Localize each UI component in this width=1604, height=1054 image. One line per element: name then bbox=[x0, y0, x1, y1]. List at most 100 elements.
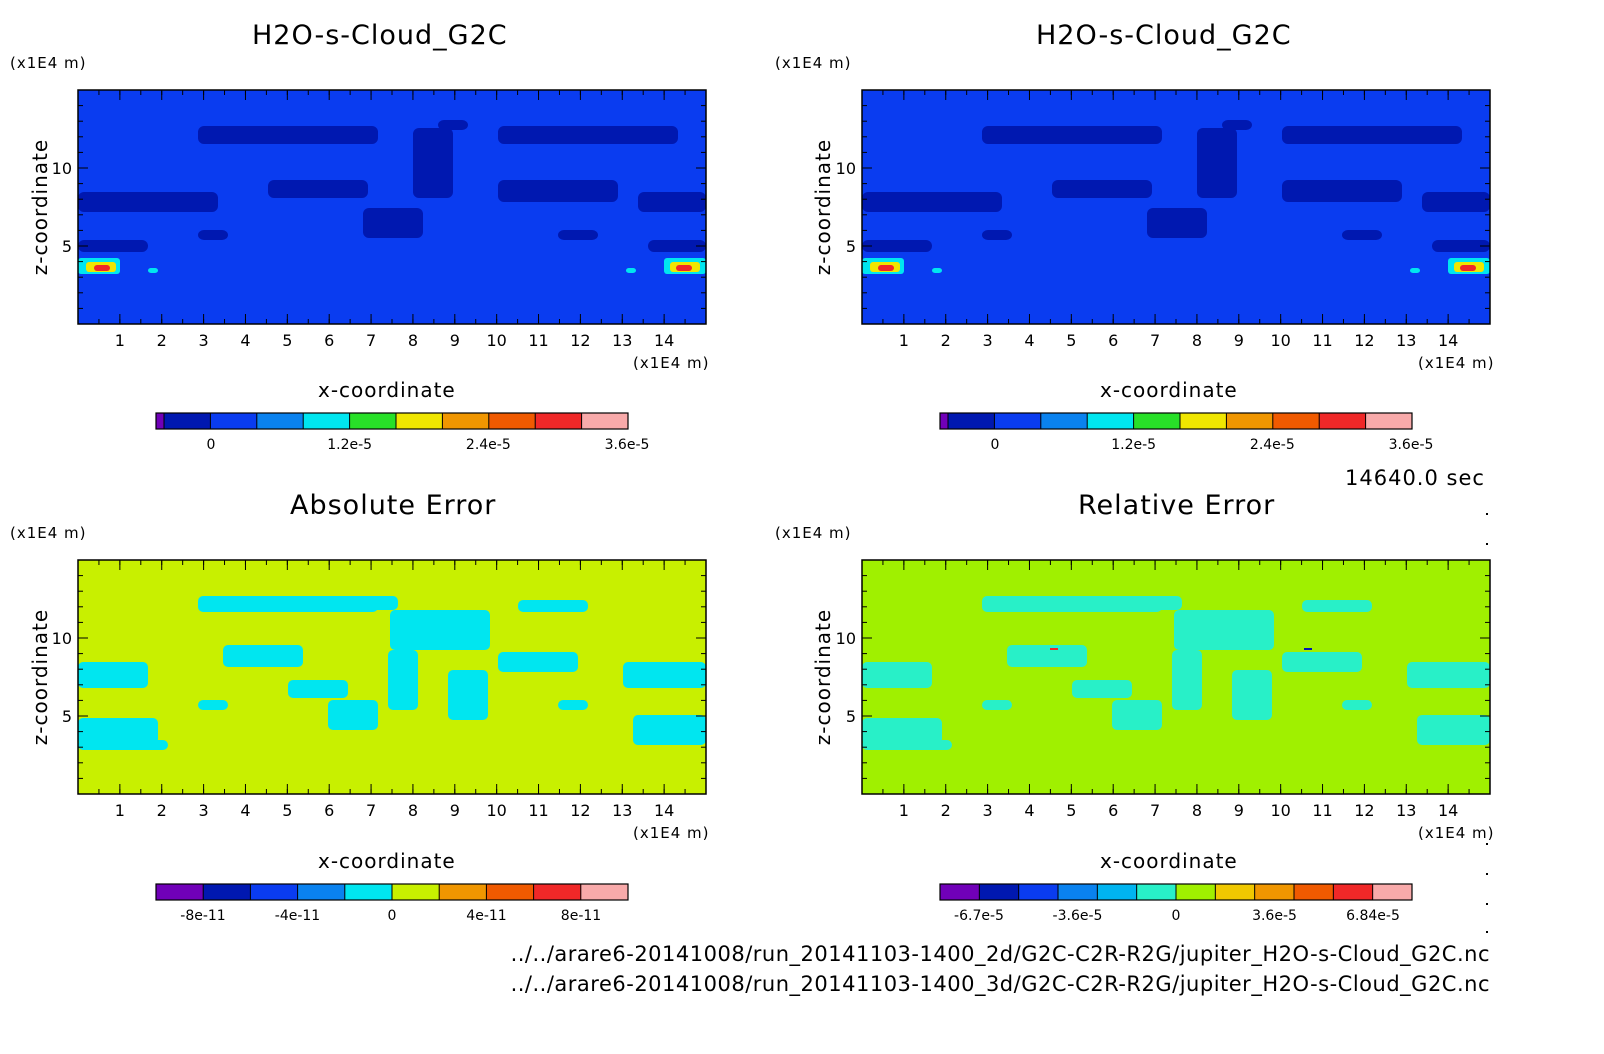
x-tick-label: 6 bbox=[324, 331, 334, 350]
colorbar-label: 4e-11 bbox=[466, 908, 506, 924]
x-tick-label: 4 bbox=[1024, 331, 1034, 350]
contour-region bbox=[413, 128, 453, 198]
contour-region bbox=[328, 700, 378, 730]
x-tick-label: 2 bbox=[941, 331, 951, 350]
margin-dot bbox=[1486, 903, 1488, 905]
colorbar-swatch bbox=[210, 413, 257, 429]
colorbar-swatch bbox=[1087, 413, 1134, 429]
x-tick-label: 1 bbox=[899, 801, 909, 820]
x-tick-label: 10 bbox=[486, 331, 506, 350]
contour-region bbox=[862, 740, 952, 750]
panel1-title: H2O-s-Cloud_G2C bbox=[252, 20, 508, 51]
margin-dot bbox=[1486, 931, 1488, 933]
contour-region bbox=[1147, 208, 1207, 238]
colorbar-swatch bbox=[1180, 413, 1227, 429]
colorbar-swatch bbox=[156, 413, 164, 429]
x-tick-label: 7 bbox=[366, 801, 376, 820]
colorbar-label: -4e-11 bbox=[275, 908, 320, 924]
contour-region bbox=[1007, 645, 1087, 667]
panel4-colorbar: -6.7e-5 -3.6e-5 0 3.6e-5 6.84e-5 bbox=[939, 883, 1413, 924]
contour-region bbox=[78, 192, 218, 212]
contour-region bbox=[78, 240, 148, 252]
colorbar-swatch bbox=[1097, 884, 1137, 900]
panel2-y-unit: (x1E4 m) bbox=[775, 54, 852, 72]
contour-region bbox=[198, 126, 378, 144]
contour-region bbox=[1050, 648, 1058, 650]
panel3-colorbar: -8e-11 -4e-11 0 4e-11 8e-11 bbox=[155, 883, 629, 924]
y-tick-label: 10 bbox=[52, 629, 72, 648]
colorbar-swatch bbox=[250, 884, 298, 900]
colorbar-swatch bbox=[979, 884, 1019, 900]
colorbar-label: 3.6e-5 bbox=[1252, 908, 1297, 924]
panel3-x-unit: (x1E4 m) bbox=[633, 824, 710, 842]
x-tick-label: 3 bbox=[983, 331, 993, 350]
contour-region bbox=[626, 268, 636, 273]
colorbar-swatch bbox=[1136, 884, 1176, 900]
colorbar-label: -6.7e-5 bbox=[954, 908, 1004, 924]
contour-region bbox=[932, 268, 942, 273]
panel1-y-unit: (x1E4 m) bbox=[10, 54, 87, 72]
x-tick-label: 1 bbox=[115, 331, 125, 350]
colorbar-swatch bbox=[1372, 884, 1412, 900]
colorbar-swatch bbox=[349, 413, 396, 429]
x-tick-label: 14 bbox=[1438, 801, 1458, 820]
colorbar-label: -3.6e-5 bbox=[1053, 908, 1103, 924]
x-tick-label: 3 bbox=[199, 801, 209, 820]
x-tick-label: 9 bbox=[1234, 331, 1244, 350]
x-tick-label: 5 bbox=[282, 801, 292, 820]
x-tick-label: 1 bbox=[899, 331, 909, 350]
y-tick-label: 5 bbox=[846, 237, 856, 256]
panel2-colorbar: 0 1.2e-5 2.4e-5 3.6e-5 bbox=[939, 412, 1433, 453]
colorbar-label: 3.6e-5 bbox=[605, 437, 650, 453]
contour-region bbox=[982, 230, 1012, 240]
x-tick-label: 13 bbox=[1396, 331, 1416, 350]
x-tick-label: 4 bbox=[240, 801, 250, 820]
x-tick-label: 8 bbox=[408, 801, 418, 820]
y-tick-label: 5 bbox=[846, 707, 856, 726]
contour-region bbox=[288, 680, 348, 698]
x-tick-label: 12 bbox=[1354, 801, 1374, 820]
contour-region bbox=[348, 596, 398, 610]
colorbar-swatch bbox=[488, 413, 536, 429]
contour-region bbox=[1342, 700, 1372, 710]
contour-region bbox=[498, 126, 678, 144]
contour-region bbox=[390, 610, 490, 650]
colorbar-swatch bbox=[1215, 884, 1255, 900]
contour-region bbox=[676, 265, 692, 271]
colorbar-label: 2.4e-5 bbox=[466, 437, 511, 453]
colorbar-label: 6.84e-5 bbox=[1346, 908, 1400, 924]
contour-region bbox=[198, 700, 228, 710]
colorbar-frame bbox=[155, 412, 629, 430]
contour-region bbox=[198, 596, 378, 612]
panel1-xlabel: x-coordinate bbox=[318, 378, 456, 402]
contour-region bbox=[1282, 180, 1402, 202]
contour-region bbox=[518, 600, 588, 612]
x-tick-label: 6 bbox=[324, 801, 334, 820]
x-tick-label: 13 bbox=[612, 801, 632, 820]
x-tick-label: 8 bbox=[408, 331, 418, 350]
time-label: 14640.0 sec bbox=[1345, 466, 1485, 490]
contour-region bbox=[982, 596, 1162, 612]
panel4-x-unit: (x1E4 m) bbox=[1418, 824, 1495, 842]
margin-dot bbox=[1486, 873, 1488, 875]
contour-region bbox=[1410, 268, 1420, 273]
colorbar-label: 1.2e-5 bbox=[327, 437, 372, 453]
colorbar-label: -8e-11 bbox=[180, 908, 225, 924]
colorbar-swatch bbox=[1333, 884, 1373, 900]
colorbar-swatch bbox=[1272, 413, 1320, 429]
contour-region bbox=[1282, 126, 1462, 144]
y-tick-label: 5 bbox=[62, 707, 72, 726]
x-tick-label: 14 bbox=[654, 801, 674, 820]
panel1-colorbar: 0 1.2e-5 2.4e-5 3.6e-5 bbox=[155, 412, 649, 453]
y-tick-label: 10 bbox=[836, 629, 856, 648]
contour-region bbox=[268, 180, 368, 198]
x-tick-label: 10 bbox=[1270, 801, 1290, 820]
contour-region bbox=[223, 645, 303, 667]
colorbar-swatch bbox=[164, 413, 211, 429]
colorbar-swatch bbox=[580, 884, 628, 900]
colorbar-swatch bbox=[486, 884, 534, 900]
colorbar-swatch bbox=[1133, 413, 1180, 429]
